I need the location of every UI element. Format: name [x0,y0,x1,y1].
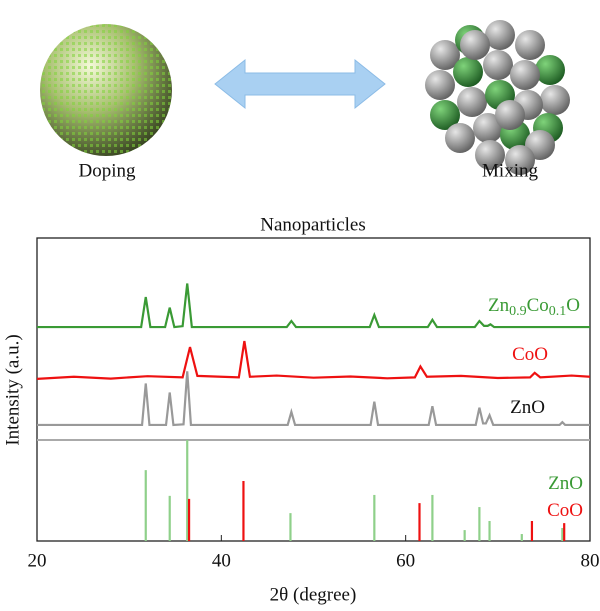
particle [430,100,460,130]
particle [483,50,513,80]
particle [485,20,515,50]
particle [430,40,460,70]
particle [510,60,540,90]
chart-title: Nanoparticles [260,214,366,235]
pattern-line [37,283,590,329]
particle [515,30,545,60]
doping-sphere [40,24,172,156]
particle [475,140,505,170]
particle [505,145,535,175]
series-label: ZnO [548,473,583,494]
x-tick-label: 60 [396,550,415,571]
series-label: CoO [547,500,583,521]
pattern-line [37,371,590,427]
particle [457,87,487,117]
particle [495,100,525,130]
pattern-line [36,340,591,380]
particle [473,113,503,143]
mixing-cluster [425,20,570,175]
particle [425,70,455,100]
y-axis-label: Intensity (a.u.) [2,334,23,445]
x-tick-label: 80 [581,550,600,571]
particle [445,123,475,153]
x-tick-label: 20 [28,550,47,571]
mixing-label: Mixing [482,160,538,181]
particle [453,57,483,87]
plot-frame [36,237,591,542]
particle [540,85,570,115]
series-label: ZnO [510,397,545,418]
x-axis-label: 2θ (degree) [270,584,357,605]
series-label: Zn0.9Co0.1O [488,295,580,319]
particle [460,30,490,60]
x-tick-label: 40 [212,550,231,571]
doping-label: Doping [79,160,137,181]
series-label: CoO [512,344,548,365]
particle [535,55,565,85]
double-arrow [214,58,386,110]
